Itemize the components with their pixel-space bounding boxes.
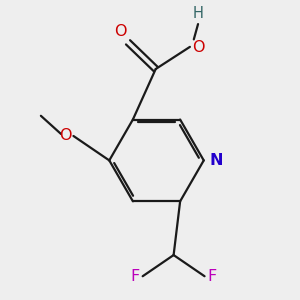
Text: O: O	[59, 128, 71, 143]
Text: O: O	[114, 24, 126, 39]
Text: N: N	[210, 153, 223, 168]
Text: F: F	[131, 269, 140, 284]
Text: H: H	[193, 7, 203, 22]
Text: O: O	[192, 40, 204, 56]
Text: F: F	[207, 269, 216, 284]
